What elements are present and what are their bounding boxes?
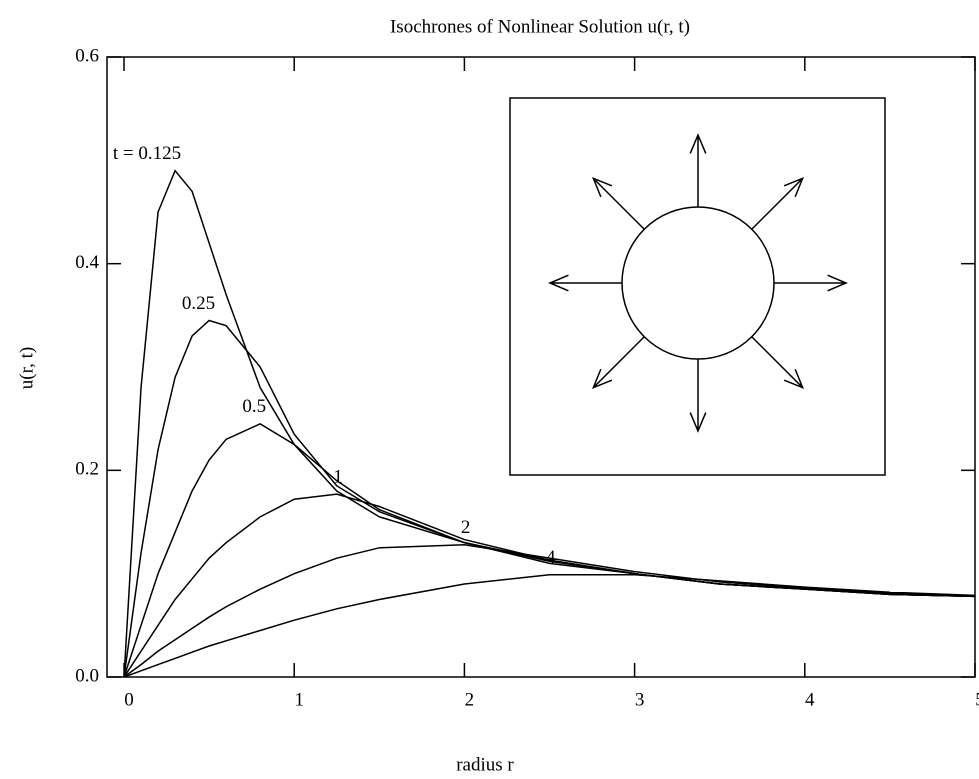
x-axis-label: radius r — [456, 754, 514, 775]
curve-label: 0.5 — [242, 396, 266, 417]
inset-circle — [622, 207, 774, 359]
curve-label: 2 — [461, 517, 471, 538]
series-line — [124, 494, 975, 677]
plot-frame — [107, 57, 975, 677]
x-tick-label: 2 — [465, 689, 475, 710]
x-tick-label: 3 — [635, 689, 645, 710]
curve-label: 4 — [546, 547, 556, 568]
curve-label: 0.25 — [182, 293, 215, 314]
curve-label: t = 0.125 — [113, 143, 181, 164]
chart: Isochrones of Nonlinear Solution u(r, t)… — [0, 0, 979, 779]
y-tick-label: 0.4 — [75, 252, 99, 273]
series-line — [124, 171, 975, 677]
chart-title: Isochrones of Nonlinear Solution u(r, t) — [390, 16, 690, 37]
inset-arrow — [774, 275, 846, 291]
y-tick-label: 0.2 — [75, 459, 99, 480]
inset-arrow — [593, 337, 644, 388]
x-tick-label: 5 — [975, 689, 979, 710]
inset-diagram — [510, 98, 885, 475]
x-tick-label: 0 — [124, 689, 134, 710]
inset-arrow — [752, 178, 803, 229]
y-tick-label: 0.0 — [75, 665, 99, 686]
inset-arrow — [593, 178, 644, 229]
y-tick-label: 0.6 — [75, 45, 99, 66]
series-line — [124, 321, 975, 678]
curve-label: 1 — [333, 466, 343, 487]
x-tick-label: 1 — [294, 689, 304, 710]
inset-arrow — [752, 337, 803, 388]
y-axis-label: u(r, t) — [16, 347, 37, 390]
x-tick-label: 4 — [805, 689, 815, 710]
inset-arrow — [690, 359, 706, 431]
inset-arrow — [550, 275, 622, 291]
series-line — [124, 575, 975, 677]
inset-arrow — [690, 135, 706, 207]
